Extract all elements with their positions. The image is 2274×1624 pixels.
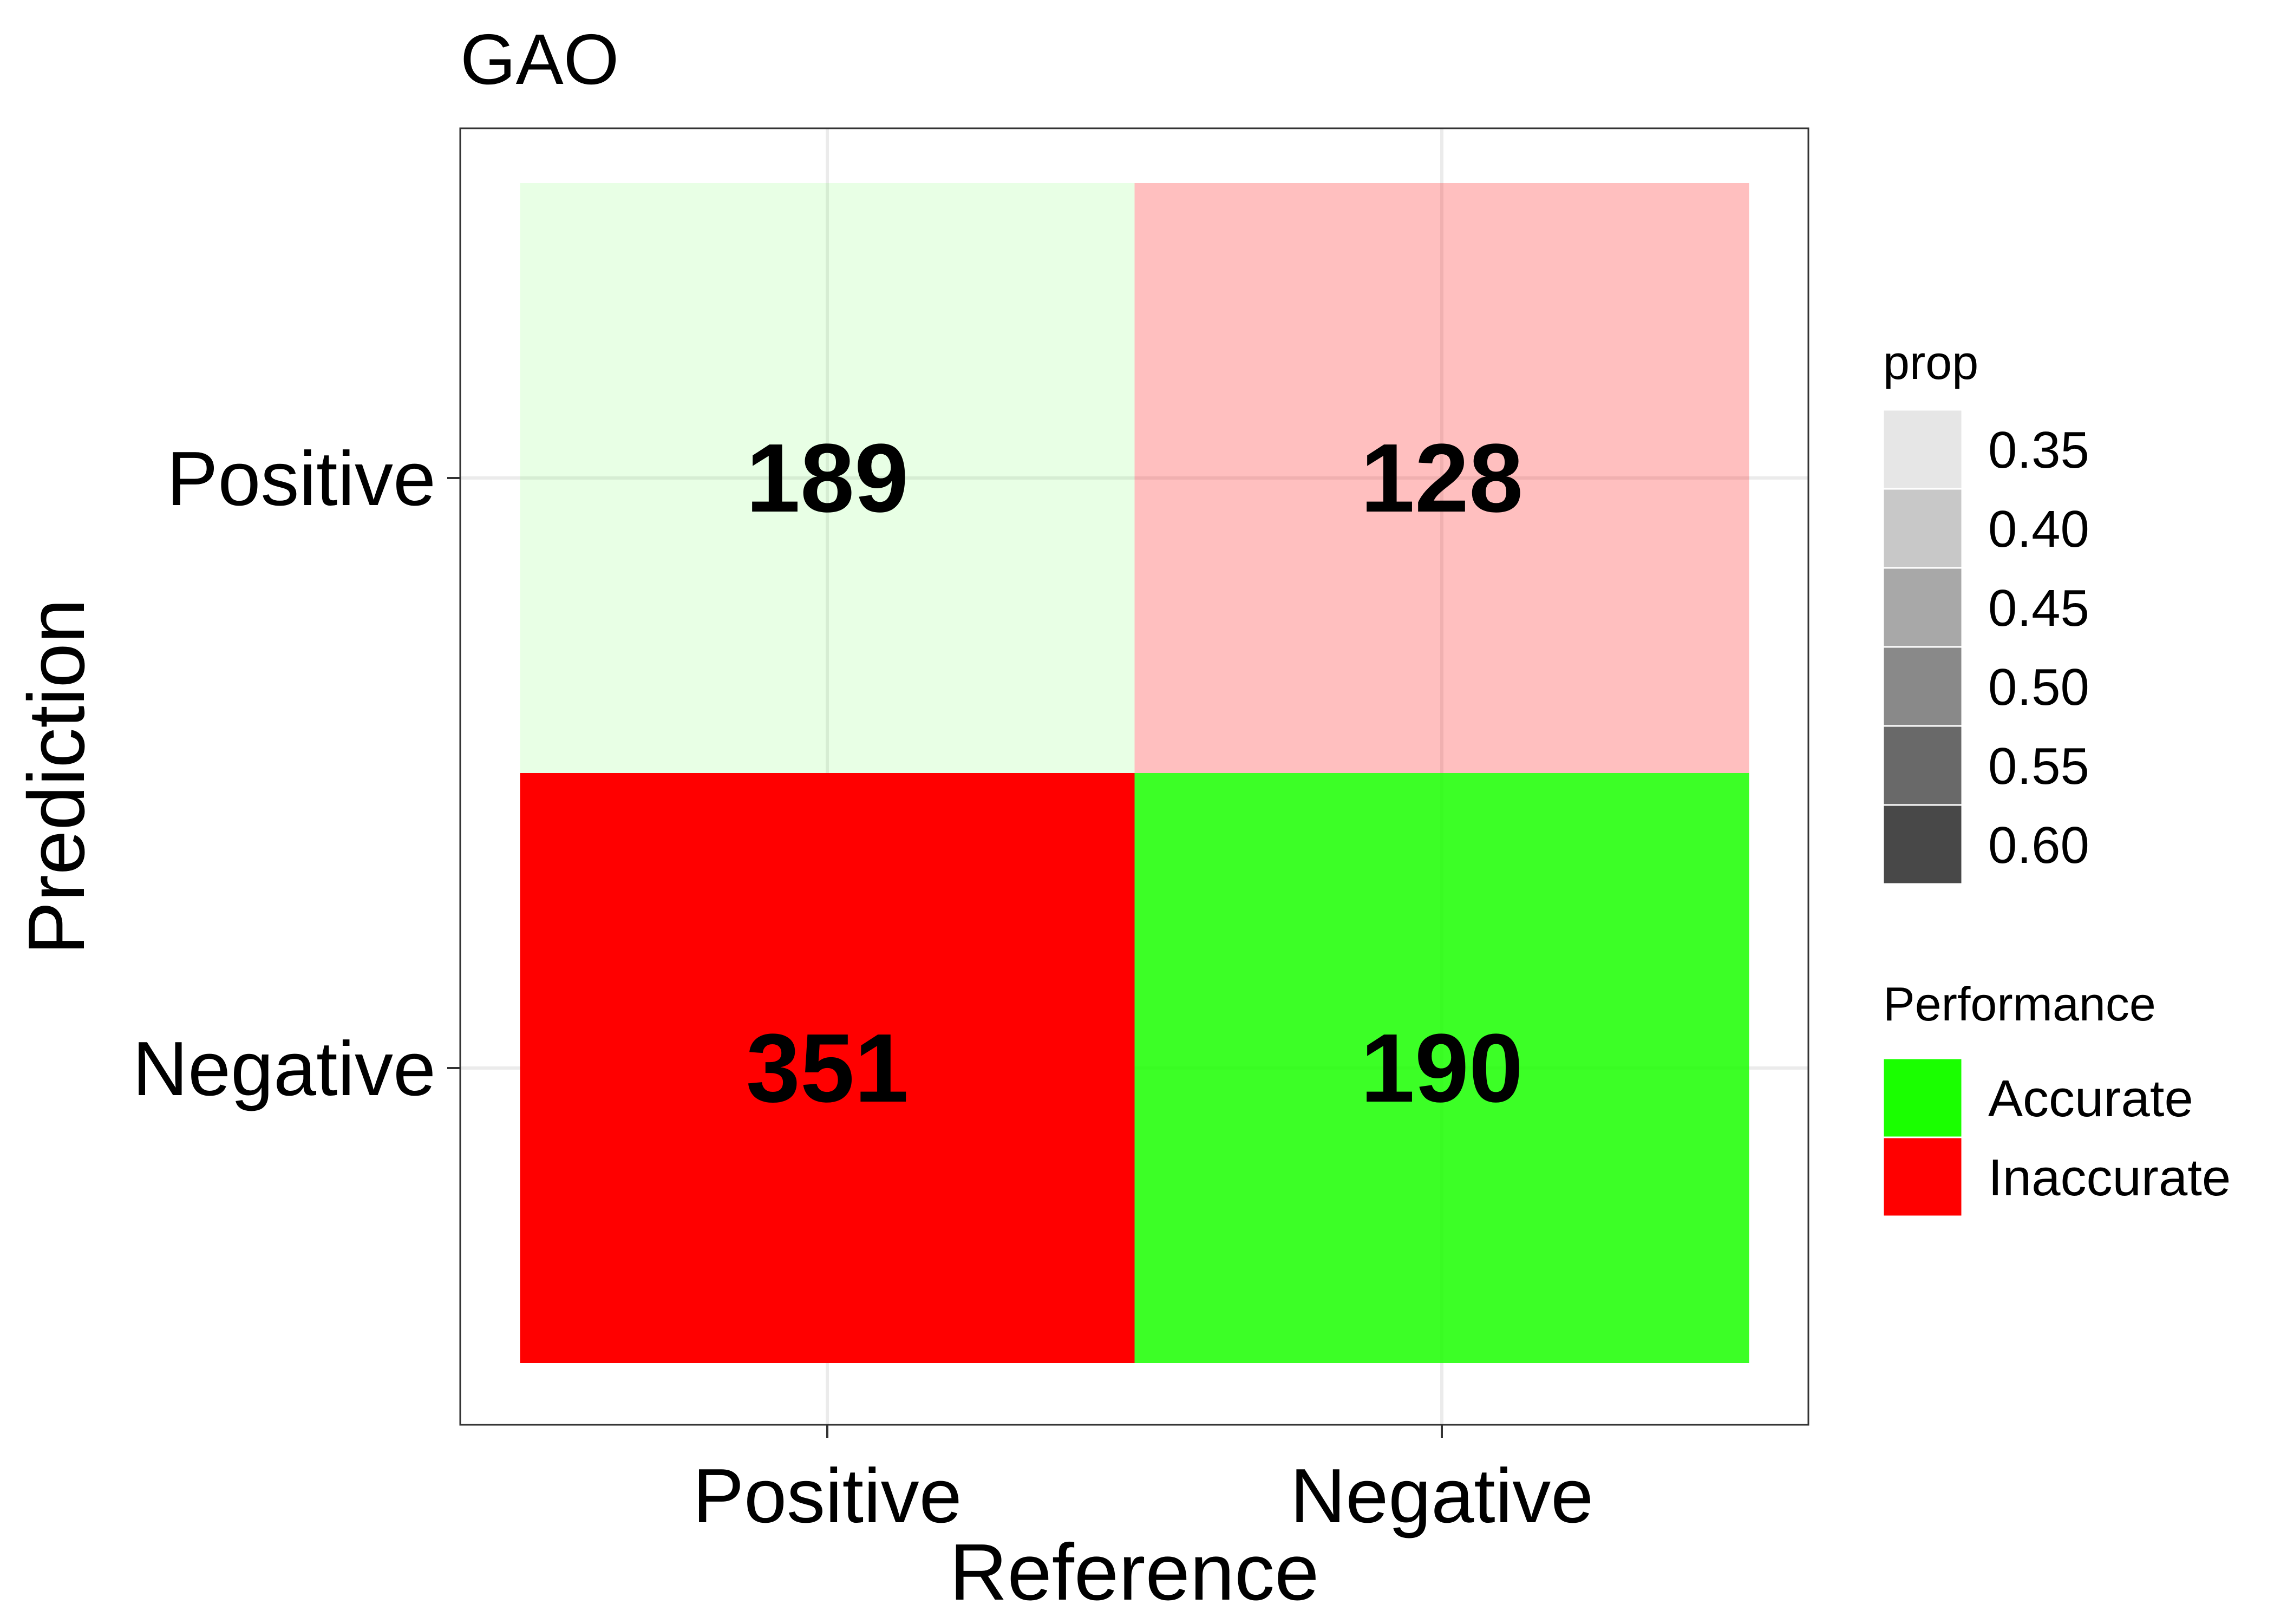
prop-legend-key xyxy=(1882,488,1963,569)
x-tick-label: Negative xyxy=(1290,1453,1593,1539)
chart-title: GAO xyxy=(460,19,619,99)
y-tick-label: Positive xyxy=(167,436,436,522)
performance-legend-key-inaccurate xyxy=(1882,1136,1963,1217)
prop-legend-title: prop xyxy=(1883,336,1978,389)
cell-count-label: 190 xyxy=(1361,1014,1523,1123)
y-axis-title: Prediction xyxy=(12,599,101,955)
prop-legend-key xyxy=(1882,567,1963,648)
prop-legend-label: 0.35 xyxy=(1988,421,2089,479)
prop-legend-label: 0.60 xyxy=(1988,816,2089,874)
prop-legend-label: 0.45 xyxy=(1988,579,2089,637)
heatmap-cell-negative-negative xyxy=(1134,773,1749,1363)
performance-legend-key-accurate xyxy=(1882,1057,1963,1138)
prop-legend-key xyxy=(1882,646,1963,727)
cell-count-label: 189 xyxy=(746,424,909,533)
performance-legend-title: Performance xyxy=(1883,977,2156,1031)
prop-legend-keys: 0.35 0.40 0.45 0.50 0.55 0.60 xyxy=(1882,409,2089,885)
prop-legend-key xyxy=(1882,725,1963,806)
performance-legend-keys: Accurate Inaccurate xyxy=(1882,1057,2231,1217)
cell-count-label: 351 xyxy=(746,1014,909,1123)
heatmap-cells xyxy=(520,183,1749,1363)
y-axis-ticks: Positive Negative xyxy=(133,436,460,1112)
x-tick-label: Positive xyxy=(692,1453,962,1539)
prop-legend-key xyxy=(1882,409,1963,490)
prop-legend-label: 0.55 xyxy=(1988,737,2089,795)
heatmap-cell-positive-positive xyxy=(520,183,1135,773)
performance-legend: Performance Accurate Inaccurate xyxy=(1882,977,2231,1217)
performance-legend-label: Inaccurate xyxy=(1988,1149,2231,1207)
y-tick-label: Negative xyxy=(133,1026,436,1112)
cell-count-labels: 189 128 351 190 xyxy=(746,424,1523,1123)
prop-legend-label: 0.40 xyxy=(1988,500,2089,558)
prop-legend-label: 0.50 xyxy=(1988,658,2089,716)
heatmap-cell-positive-negative xyxy=(520,773,1135,1363)
heatmap-cell-negative-positive xyxy=(1134,183,1749,773)
prop-legend: prop 0.35 0.40 0.45 0.50 0.55 0.60 xyxy=(1882,336,2089,885)
x-axis-ticks: Positive Negative xyxy=(692,1425,1593,1539)
panel-border xyxy=(459,127,1809,1426)
prop-legend-key xyxy=(1882,804,1963,885)
x-axis-title: Reference xyxy=(950,1528,1319,1617)
performance-legend-label: Accurate xyxy=(1988,1070,2193,1128)
cell-count-label: 128 xyxy=(1361,424,1523,533)
